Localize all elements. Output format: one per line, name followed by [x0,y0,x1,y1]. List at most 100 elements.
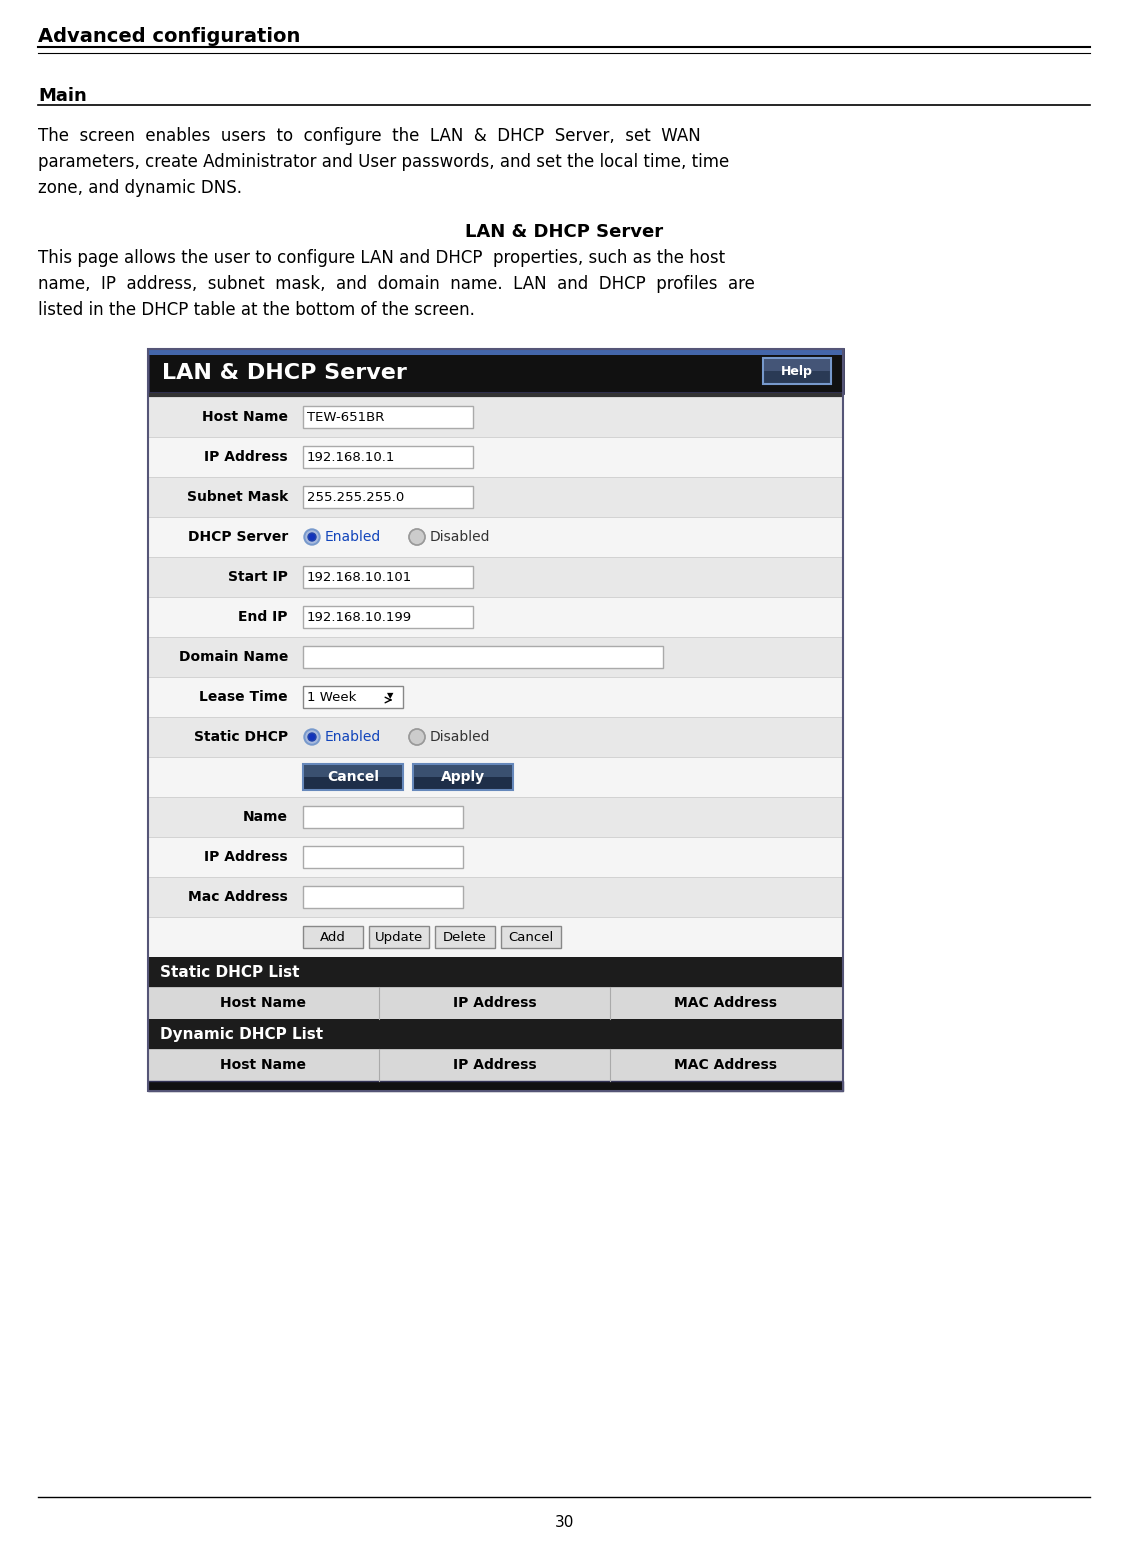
Text: Enabled: Enabled [325,529,381,543]
Bar [303,845,462,867]
Text: Lease Time: Lease Time [200,690,288,704]
Bar [148,349,843,392]
Text: Update: Update [374,931,423,944]
Bar [148,718,843,757]
Circle shape [305,729,320,744]
Circle shape [308,733,316,741]
Text: MAC Address: MAC Address [675,1059,777,1073]
Circle shape [309,534,315,539]
Text: TEW-651BR: TEW-651BR [307,411,385,424]
Text: Add: Add [320,931,346,944]
Text: Host Name: Host Name [202,409,288,424]
Text: MAC Address: MAC Address [675,996,777,1010]
Bar [148,797,843,838]
Text: 192.168.10.199: 192.168.10.199 [307,610,412,623]
Bar [303,886,462,908]
Circle shape [306,730,318,743]
Text: Help: Help [781,364,813,377]
Text: IP Address: IP Address [452,996,536,1010]
Text: Enabled: Enabled [325,730,381,744]
Bar [303,406,473,428]
Text: name,  IP  address,  subnet  mask,  and  domain  name.  LAN  and  DHCP  profiles: name, IP address, subnet mask, and domai… [38,276,755,293]
Bar [501,926,561,948]
Text: Host Name: Host Name [220,996,307,1010]
Text: Cancel: Cancel [327,771,379,785]
Text: LAN & DHCP Server: LAN & DHCP Server [162,363,407,383]
Text: Name: Name [243,810,288,824]
Text: DHCP Server: DHCP Server [187,529,288,543]
Text: Advanced configuration: Advanced configuration [38,26,300,47]
Text: Dynamic DHCP List: Dynamic DHCP List [160,1026,323,1042]
Text: Static DHCP: Static DHCP [194,730,288,744]
Text: IP Address: IP Address [204,850,288,864]
Bar [303,486,473,508]
Text: Disabled: Disabled [430,730,491,744]
Circle shape [309,735,315,740]
Text: Host Name: Host Name [220,1059,307,1073]
Text: Disabled: Disabled [430,529,491,543]
Text: zone, and dynamic DNS.: zone, and dynamic DNS. [38,179,243,198]
Bar [303,926,363,948]
Bar [435,926,495,948]
Text: Subnet Mask: Subnet Mask [187,490,288,504]
Text: Cancel: Cancel [509,931,554,944]
Bar [303,445,473,469]
Text: ▼: ▼ [387,691,394,701]
Text: 1 Week: 1 Week [307,690,356,704]
Bar [303,764,403,789]
Circle shape [409,730,424,744]
Bar [148,557,843,596]
Circle shape [409,529,424,543]
Bar [148,838,843,877]
Circle shape [308,532,316,540]
Text: Domain Name: Domain Name [178,649,288,663]
Bar [763,358,831,385]
Text: Delete: Delete [443,931,487,944]
Text: 192.168.10.1: 192.168.10.1 [307,450,396,464]
Text: The  screen  enables  users  to  configure  the  LAN  &  DHCP  Server,  set  WAN: The screen enables users to configure th… [38,128,700,145]
Bar [414,764,512,777]
Bar [148,397,843,438]
Circle shape [306,531,318,543]
Text: Apply: Apply [441,771,485,785]
Text: LAN & DHCP Server: LAN & DHCP Server [465,223,663,241]
Text: Start IP: Start IP [228,570,288,584]
Bar [148,1049,843,1081]
Text: Main: Main [38,87,87,104]
Bar [303,646,663,668]
Bar [148,392,843,397]
Bar [148,1081,843,1091]
Text: Static DHCP List: Static DHCP List [160,964,300,979]
Bar [148,757,843,797]
Bar [303,687,403,708]
Text: Mac Address: Mac Address [188,891,288,905]
Bar [764,360,830,371]
Bar [148,677,843,718]
Bar [148,349,843,355]
Bar [303,807,462,828]
Text: 255.255.255.0: 255.255.255.0 [307,490,404,503]
Bar [303,567,473,589]
Text: End IP: End IP [238,610,288,624]
Text: 192.168.10.101: 192.168.10.101 [307,570,412,584]
Bar [148,987,843,1018]
Bar [148,438,843,476]
Bar [305,764,402,777]
Bar [369,926,429,948]
Bar [148,476,843,517]
Bar [148,637,843,677]
Bar [148,1018,843,1049]
Text: listed in the DHCP table at the bottom of the screen.: listed in the DHCP table at the bottom o… [38,301,475,319]
Text: 30: 30 [554,1515,574,1531]
Circle shape [305,529,320,545]
Bar [148,349,843,1091]
Bar [413,764,513,789]
Bar [148,596,843,637]
Bar [148,877,843,917]
Bar [148,917,843,958]
Bar [148,517,843,557]
Bar [148,958,843,987]
Text: This page allows the user to configure LAN and DHCP  properties, such as the hos: This page allows the user to configure L… [38,249,725,266]
Text: IP Address: IP Address [204,450,288,464]
Bar [303,606,473,627]
